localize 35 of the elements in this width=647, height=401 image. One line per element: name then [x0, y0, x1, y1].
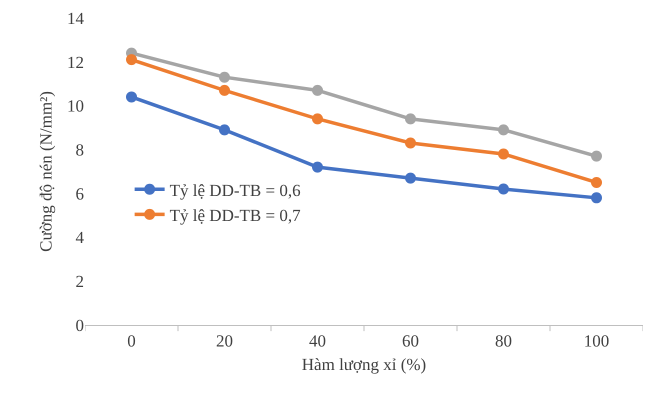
y-tick-label: 8	[76, 140, 84, 160]
point	[312, 162, 323, 173]
x-axis-title: Hàm lượng xỉ (%)	[302, 354, 426, 374]
point	[312, 84, 323, 96]
point	[219, 72, 230, 83]
y-tick-label: 14	[67, 8, 84, 28]
y-axis-title: Cường độ nén (N/mm²)	[36, 91, 56, 252]
point	[126, 54, 137, 66]
y-tick-label: 10	[67, 96, 84, 116]
x-tick-label: 60	[402, 331, 419, 350]
point	[591, 176, 602, 188]
y-tick-label: 12	[67, 52, 84, 72]
y-tick-label: 4	[76, 228, 84, 248]
point	[498, 148, 509, 160]
x-tick-label: 20	[216, 331, 233, 350]
y-tick-label: 6	[76, 184, 84, 204]
point	[405, 137, 416, 148]
x-tick-label: 80	[495, 331, 512, 350]
y-tick-label: 2	[76, 272, 84, 292]
point	[591, 192, 602, 204]
point	[312, 113, 323, 124]
point	[126, 91, 137, 102]
point	[405, 172, 416, 184]
point	[219, 124, 230, 136]
legend-label: Tỷ lệ DD-TB = 0,7	[170, 206, 302, 225]
legend-label: Tỷ lệ DD-TB = 0,6	[170, 180, 301, 200]
x-tick-label: 0	[127, 331, 136, 350]
point	[498, 184, 509, 195]
point	[405, 113, 416, 124]
point	[591, 150, 602, 162]
x-tick-label: 40	[309, 331, 326, 350]
point	[219, 84, 230, 96]
point	[498, 124, 509, 136]
x-tick-label: 100	[584, 331, 610, 350]
y-tick-label: 0	[76, 316, 84, 335]
